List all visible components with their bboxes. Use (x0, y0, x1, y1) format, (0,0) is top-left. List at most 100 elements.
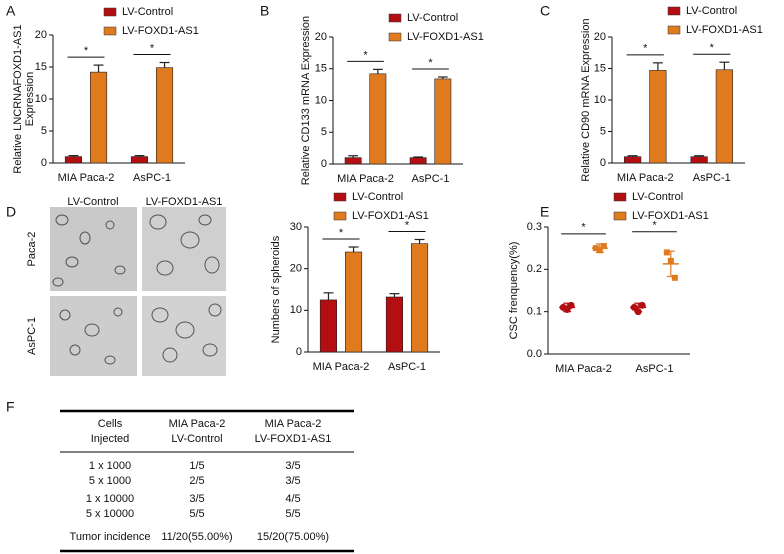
significance-mark: * (363, 49, 368, 61)
micrograph (142, 296, 226, 376)
y-tick-label: 20 (594, 31, 606, 43)
micrograph (142, 207, 226, 291)
panel-label: F (6, 399, 15, 415)
microscopy-images: LV-Control LV-FOXD1-AS1 Paca-2 AsPC-1 (26, 196, 226, 376)
bar (89, 71, 108, 164)
bar (410, 243, 429, 353)
table-header: Cells (98, 418, 123, 430)
row-label: Paca-2 (26, 232, 38, 267)
bar (409, 157, 427, 165)
y-tick-label: 20 (290, 263, 302, 275)
legend-swatch (613, 192, 627, 202)
panel-label: C (540, 3, 550, 19)
column-label: LV-Control (67, 196, 118, 208)
legend-label: LV-FOXD1-AS1 (352, 210, 429, 222)
table-cell: 1/5 (189, 460, 204, 472)
y-tick-label: 5 (321, 126, 327, 138)
x-tick-label: MIA Paca-2 (337, 173, 394, 185)
legend-swatch (103, 7, 117, 17)
bar (690, 156, 708, 164)
y-axis-label: Relative LNCRNAFOXD1-AS1 (12, 24, 24, 173)
y-tick-label: 15 (315, 63, 327, 75)
legend-label: LV-Control (122, 6, 173, 18)
y-axis-label: CSC frenquency(%) (508, 242, 520, 340)
table-cell: 5 x 1000 (89, 475, 131, 487)
x-tick-label: MIA Paca-2 (313, 361, 370, 373)
table-header: MIA Paca-2 (265, 418, 322, 430)
y-tick-label: 0.2 (527, 263, 542, 275)
legend-label: LV-FOXD1-AS1 (122, 25, 199, 37)
table-cell: 2/5 (189, 475, 204, 487)
table-cell: 5/5 (285, 508, 300, 520)
point (600, 243, 607, 250)
y-tick-label: 30 (290, 221, 302, 233)
y-tick-label: 10 (594, 94, 606, 106)
y-axis-label: Expression (24, 72, 36, 126)
table-cell: 11/20(55.00%) (161, 531, 232, 543)
bar (64, 156, 83, 164)
significance-mark: * (710, 42, 715, 54)
y-tick-label: 5 (600, 125, 606, 137)
panel-label: E (540, 204, 549, 220)
panel-label: D (6, 204, 16, 220)
significance-mark: * (339, 227, 344, 239)
legend-label: LV-FOXD1-AS1 (632, 210, 709, 222)
y-tick-label: 0.3 (527, 221, 542, 233)
x-tick-label: MIA Paca-2 (617, 172, 674, 184)
bar (649, 70, 667, 164)
x-tick-label: AsPC-1 (412, 173, 450, 185)
legend-swatch (388, 13, 402, 23)
panel-label: A (6, 3, 16, 19)
table-cell: 3/5 (285, 475, 300, 487)
panel-label: B (260, 3, 269, 19)
y-axis-label: Numbers of spheroids (270, 235, 282, 343)
point (663, 249, 670, 256)
legend-swatch (667, 6, 681, 16)
y-tick-label: 5 (41, 125, 47, 137)
table-header: LV-FOXD1-AS1 (255, 433, 332, 445)
y-tick-label: 10 (315, 94, 327, 106)
x-tick-label: MIA Paca-2 (555, 363, 612, 375)
table-cell: 5/5 (189, 508, 204, 520)
table-cell: 3/5 (285, 460, 300, 472)
table: F (6, 399, 354, 553)
y-tick-label: 0 (321, 158, 327, 170)
y-tick-label: 10 (35, 93, 47, 105)
significance-mark: * (150, 42, 155, 54)
bar (344, 157, 362, 165)
legend-swatch (333, 192, 347, 202)
x-tick-label: AsPC-1 (133, 172, 171, 184)
significance-mark: * (84, 45, 89, 57)
y-tick-label: 15 (35, 61, 47, 73)
x-tick-label: AsPC-1 (636, 363, 674, 375)
y-tick-label: 0 (41, 157, 47, 169)
spheroids (52, 214, 222, 365)
bar (155, 67, 174, 164)
significance-mark: * (581, 222, 586, 234)
table-cell: 3/5 (189, 493, 204, 505)
table-header: LV-Control (171, 433, 222, 445)
y-tick-label: 0 (600, 157, 606, 169)
table-header: Injected (91, 433, 130, 445)
y-tick-label: 15 (594, 62, 606, 74)
table-cell: 4/5 (285, 493, 300, 505)
y-axis-label: Relative CD133 mRNA Expression (300, 16, 312, 185)
legend-swatch (667, 25, 681, 35)
significance-mark: * (643, 43, 648, 55)
legend-label: LV-Control (686, 5, 737, 17)
bar (369, 73, 387, 165)
legend-swatch (333, 211, 347, 221)
point (671, 274, 678, 281)
bar (385, 296, 404, 353)
bar (130, 156, 149, 164)
table-cell: 5 x 10000 (86, 508, 134, 520)
bar (715, 69, 733, 164)
row-label: AsPC-1 (26, 317, 38, 355)
legend-label: LV-Control (407, 12, 458, 24)
significance-mark: * (428, 57, 433, 69)
y-tick-label: 0.0 (527, 348, 542, 360)
significance-mark: * (652, 220, 657, 232)
y-tick-label: 20 (35, 29, 47, 41)
bar (319, 299, 338, 353)
